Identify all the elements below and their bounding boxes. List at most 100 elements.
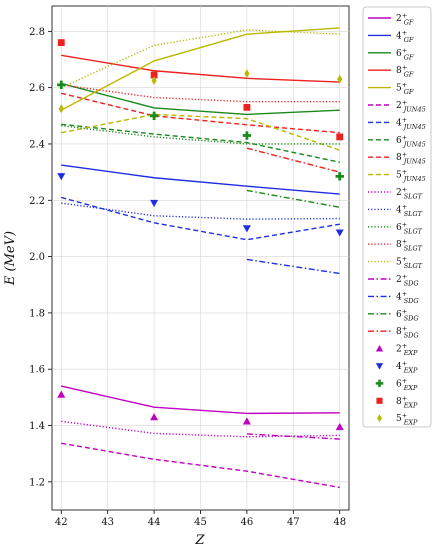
legend-label: 2+ JUN45 [396, 99, 426, 114]
series-line [61, 92, 340, 134]
legend-label: 4+ SLGT [396, 203, 423, 218]
data-point-marker [242, 131, 252, 140]
series-5+_GF [60, 27, 340, 111]
data-point-marker [335, 422, 344, 431]
legend-item: 8+ SLGT [368, 238, 423, 253]
y-tick-label: 1.2 [29, 477, 45, 488]
x-tick-label: 42 [55, 517, 68, 528]
data-point-marker [244, 69, 250, 78]
legend-item: 2+ SLGT [368, 186, 423, 201]
legend-swatch [375, 379, 384, 388]
legend-item: 2+ SDG [368, 273, 419, 288]
series-6+_EXP [57, 80, 344, 181]
series-line [61, 385, 340, 415]
series-4+_JUN45 [61, 196, 340, 241]
y-tick-label: 1.8 [29, 308, 45, 319]
data-point-marker [150, 413, 159, 421]
legend-swatch [375, 345, 384, 352]
data-point-marker [149, 111, 159, 121]
series-line [61, 82, 340, 116]
legend-label: 2+ EXP [396, 342, 418, 357]
legend-label: 8+ SDG [396, 325, 419, 340]
data-point-marker [58, 104, 64, 114]
legend-label: 8+ JUN45 [396, 151, 426, 166]
legend-label: 8+ SLGT [396, 238, 423, 253]
legend-swatch [375, 363, 384, 370]
series-line [61, 54, 340, 83]
series-2+_SDG [246, 433, 340, 440]
legend-item: 4+ EXP [375, 360, 418, 375]
data-point-marker [337, 74, 343, 84]
legend-item: 4+ SDG [368, 290, 419, 305]
y-tick-label: 2.6 [29, 83, 45, 94]
legend-frame [362, 6, 432, 428]
legend-label: 5+ SLGT [396, 255, 423, 270]
legend-item: 2+ GF [368, 12, 414, 27]
series-layer [57, 27, 344, 489]
legend-item: 4+ SLGT [368, 203, 423, 218]
series-line [61, 113, 340, 151]
legend-item: 8+ JUN45 [368, 151, 426, 166]
x-tick-label: 44 [148, 517, 161, 528]
legend-item: 8+ SDG [368, 325, 419, 340]
y-tick-label: 2.8 [29, 27, 45, 38]
series-line [61, 164, 340, 195]
x-tick-label: 48 [333, 517, 346, 528]
series-line [61, 196, 340, 241]
legend-item: 6+ EXP [375, 377, 418, 392]
legend: 2+ GF 4+ GF 6+ GF 8+ GF 5+ GF 2+ JUN45 4+ JUN45 6+ JUN4… [362, 6, 432, 428]
series-line [60, 27, 340, 111]
y-tick-label: 2.0 [29, 252, 45, 263]
legend-item: 5+ SLGT [368, 255, 423, 270]
series-2+_JUN45 [61, 442, 340, 489]
series-5+_JUN45 [61, 113, 340, 151]
data-point-marker [150, 71, 158, 79]
series-line [246, 258, 340, 275]
series-line [246, 147, 340, 173]
series-line [246, 189, 340, 209]
legend-label: 8+ EXP [396, 394, 418, 409]
data-point-marker [150, 199, 159, 208]
grid [52, 6, 349, 510]
legend-label: 2+ SLGT [396, 186, 423, 201]
series-6+_GF [61, 82, 340, 116]
y-tick-label: 2.4 [29, 139, 45, 150]
legend-label: 4+ EXP [396, 360, 418, 375]
legend-item: 5+ JUN45 [368, 168, 426, 183]
x-tick-label: 47 [287, 517, 300, 528]
legend-label: 6+ SDG [396, 307, 419, 322]
x-axis-title: Z [194, 533, 205, 548]
data-point-marker [242, 225, 251, 233]
data-point-marker [242, 417, 251, 425]
legend-item: 6+ GF [368, 46, 414, 61]
legend-item: 8+ EXP [376, 394, 418, 409]
series-line [61, 123, 340, 163]
data-point-marker [151, 76, 157, 86]
axis-ticks: 42 43 44 45 46 47 48 1.2 1.4 1.6 1.8 2.0 2.2 2.4 2.6 2.… [29, 27, 346, 528]
legend-item: 2+ JUN45 [368, 99, 426, 114]
series-2+_GF [61, 385, 340, 415]
legend-label: 2+ SDG [396, 273, 419, 288]
legend-label: 8+ GF [396, 64, 414, 79]
legend-item: 6+ SDG [368, 307, 419, 322]
y-tick-label: 1.4 [29, 421, 45, 432]
data-point-marker [335, 172, 344, 181]
legend-label: 4+ JUN45 [396, 116, 426, 131]
legend-item: 5+ EXP [377, 412, 418, 427]
legend-swatch [376, 397, 383, 404]
legend-label: 6+ GF [396, 46, 414, 61]
legend-item: 4+ JUN45 [368, 116, 426, 131]
data-point-marker [57, 173, 66, 181]
data-point-marker [243, 103, 251, 111]
series-6+_SDG [246, 189, 340, 209]
legend-item: 8+ GF [368, 64, 414, 79]
y-tick-label: 1.6 [29, 365, 45, 376]
series-5+_EXP [58, 69, 343, 114]
series-2+_EXP [57, 390, 344, 431]
series-8+_EXP [57, 39, 344, 141]
x-tick-label: 46 [241, 517, 254, 528]
data-point-marker [57, 390, 66, 398]
x-tick-label: 43 [101, 517, 114, 528]
legend-label: 2+ GF [396, 12, 414, 27]
